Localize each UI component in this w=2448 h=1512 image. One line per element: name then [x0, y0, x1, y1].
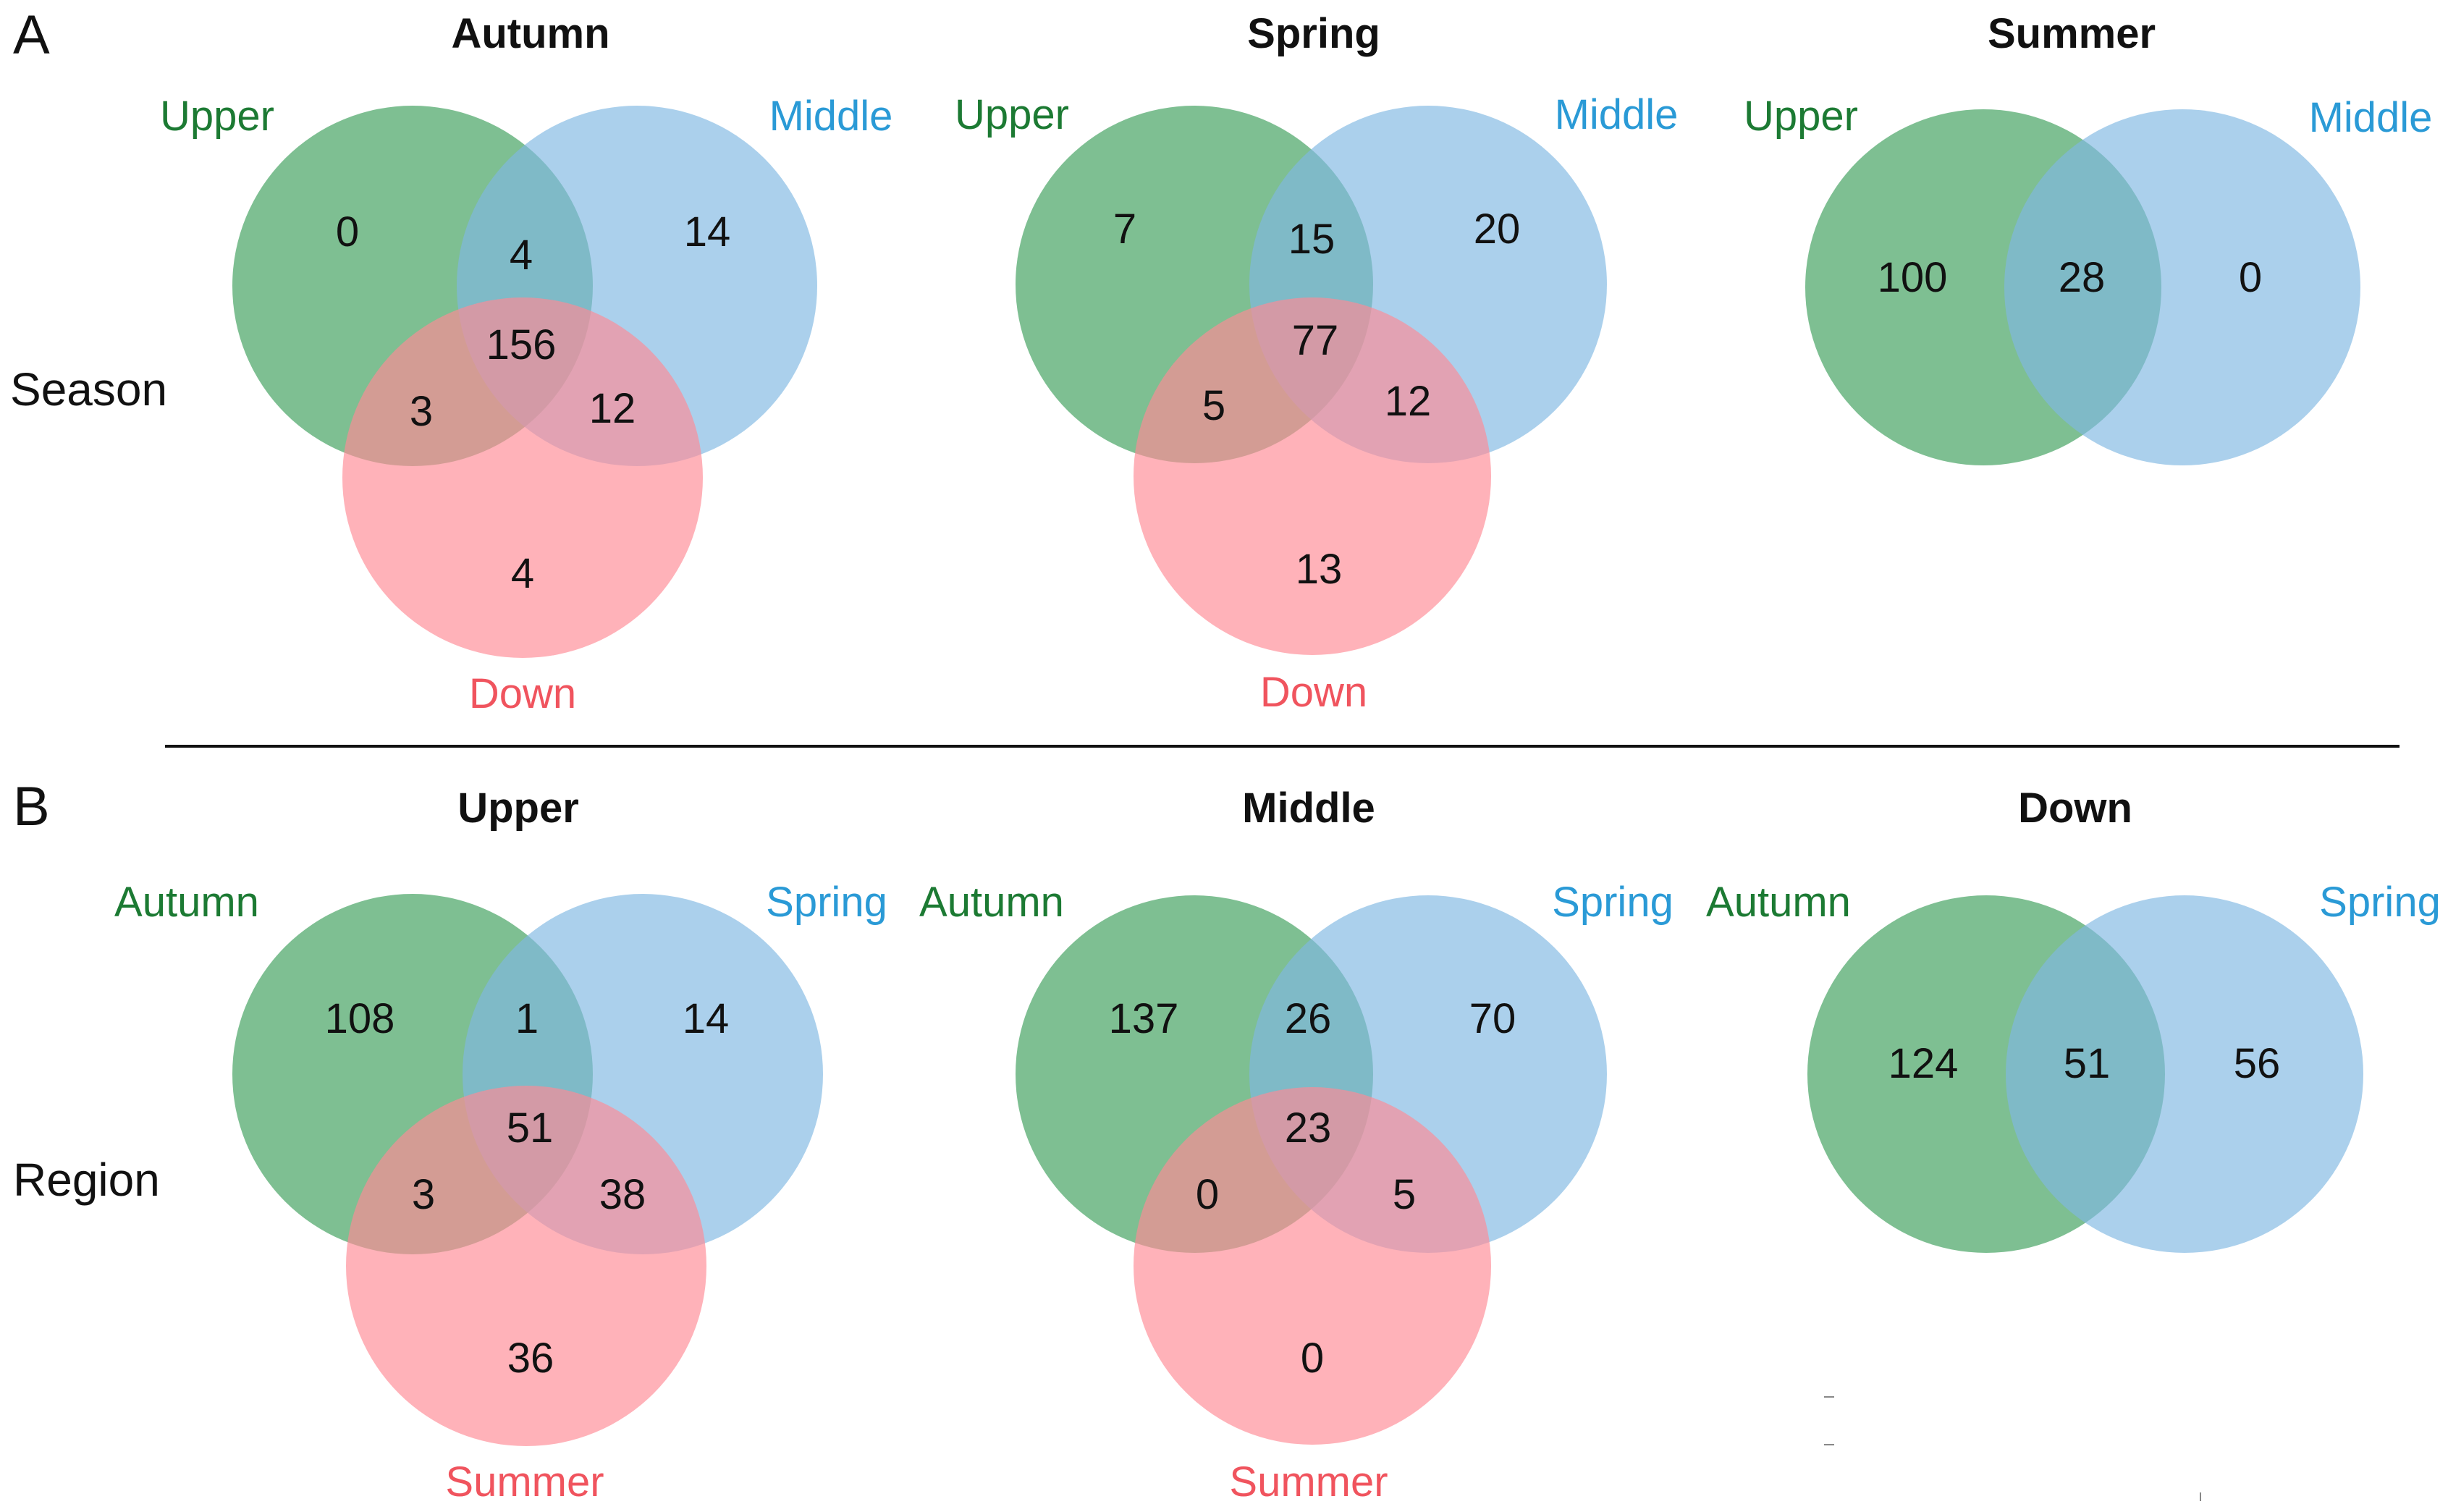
diagram-title: Upper — [457, 785, 579, 832]
count-upper-middle: 28 — [2059, 254, 2106, 301]
venn-circle-summer — [346, 1086, 706, 1446]
venn-diagram-down: Down Autumn Spring 124 51 56 — [1706, 785, 2441, 1253]
count-down-only: 4 — [511, 550, 534, 597]
diagram-title: Middle — [1242, 785, 1375, 832]
count-autumn-summer: 0 — [1196, 1171, 1219, 1218]
venn-circle-down — [342, 297, 703, 658]
count-down-only: 13 — [1296, 546, 1343, 593]
diagram-title: Spring — [1247, 10, 1380, 57]
venn-circle-summer — [1134, 1087, 1491, 1445]
set-label-spring: Spring — [2319, 879, 2441, 926]
count-upper-only: 7 — [1113, 206, 1136, 253]
venn-diagram-middle: Middle Autumn Spring Summer 137 26 70 23… — [919, 785, 1673, 1505]
venn-diagram-upper: Upper Autumn Spring Summer 108 1 14 51 3… — [114, 785, 887, 1505]
venn-diagram-summer: Summer Upper Middle 100 28 0 — [1744, 10, 2432, 465]
set-label-autumn: Autumn — [919, 879, 1064, 926]
diagram-title: Autumn — [451, 10, 609, 57]
count-all-three: 23 — [1285, 1105, 1332, 1152]
count-all-three: 51 — [507, 1105, 554, 1152]
count-all-three: 156 — [486, 321, 557, 368]
count-upper-down: 5 — [1202, 382, 1225, 429]
set-label-spring: Spring — [766, 879, 887, 926]
count-middle-only: 14 — [684, 208, 731, 255]
count-autumn-spring: 26 — [1285, 995, 1332, 1042]
set-label-upper: Upper — [955, 91, 1069, 138]
set-label-autumn: Autumn — [114, 879, 259, 926]
diagram-title: Down — [2018, 785, 2132, 832]
count-upper-only: 100 — [1878, 254, 1948, 301]
count-autumn-only: 124 — [1888, 1040, 1959, 1087]
count-spring-summer: 38 — [599, 1171, 646, 1218]
count-autumn-spring: 1 — [515, 995, 539, 1042]
diagram-title: Summer — [1988, 10, 2156, 57]
set-label-middle: Middle — [769, 93, 893, 140]
count-summer-only: 0 — [1301, 1335, 1324, 1382]
set-label-upper: Upper — [1744, 93, 1858, 140]
count-spring-only: 56 — [2234, 1040, 2281, 1087]
count-all-three: 77 — [1292, 317, 1339, 364]
count-middle-down: 12 — [589, 385, 636, 432]
count-upper-only: 0 — [336, 208, 359, 255]
set-label-down: Down — [1260, 669, 1367, 716]
count-autumn-only: 137 — [1109, 995, 1179, 1042]
count-upper-down: 3 — [410, 388, 433, 435]
count-autumn-only: 108 — [325, 995, 395, 1042]
panel-letter-b: B — [13, 776, 50, 837]
count-spring-only: 70 — [1469, 995, 1516, 1042]
count-upper-middle: 4 — [510, 232, 533, 279]
set-label-middle: Middle — [2309, 94, 2433, 141]
venn-circle-spring — [2006, 895, 2363, 1253]
set-label-upper: Upper — [160, 93, 274, 140]
count-spring-summer: 5 — [1393, 1171, 1416, 1218]
count-middle-only: 0 — [2239, 254, 2262, 301]
count-autumn-summer: 3 — [412, 1171, 435, 1218]
set-label-middle: Middle — [1555, 91, 1679, 138]
venn-diagram-autumn: Autumn Upper Middle Down 0 4 14 156 3 12… — [160, 10, 892, 717]
count-spring-only: 14 — [683, 995, 730, 1042]
count-middle-only: 20 — [1474, 206, 1521, 253]
count-upper-middle: 15 — [1288, 216, 1335, 263]
count-autumn-spring: 51 — [2064, 1040, 2111, 1087]
set-label-summer: Summer — [445, 1458, 604, 1505]
venn-diagram-spring: Spring Upper Middle Down 7 15 20 77 5 12… — [955, 10, 1678, 716]
row-label-season: Season — [10, 363, 167, 415]
count-summer-only: 36 — [507, 1335, 554, 1382]
panel-letter-a: A — [13, 4, 50, 66]
set-label-autumn: Autumn — [1706, 879, 1851, 926]
set-label-down: Down — [469, 670, 576, 717]
set-label-summer: Summer — [1229, 1458, 1388, 1505]
row-label-region: Region — [13, 1154, 160, 1206]
set-label-spring: Spring — [1552, 879, 1673, 926]
count-middle-down: 12 — [1385, 378, 1432, 425]
venn-circle-down — [1134, 297, 1491, 655]
venn-circle-middle — [2004, 109, 2360, 465]
